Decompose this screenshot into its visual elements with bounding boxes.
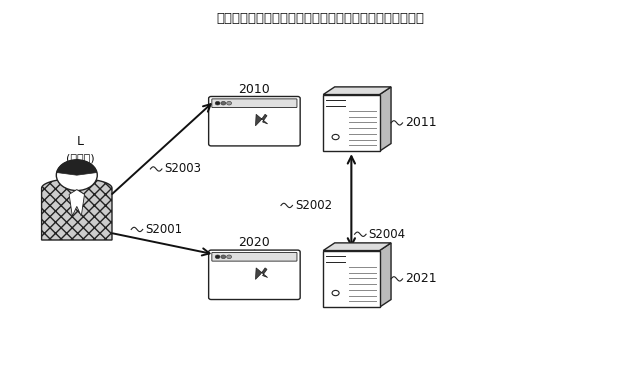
Bar	[323, 250, 380, 307]
Polygon shape	[323, 243, 391, 251]
Text: 2020: 2020	[239, 236, 270, 249]
Circle shape	[56, 160, 97, 190]
Text: S2002: S2002	[295, 199, 332, 212]
Text: S2001: S2001	[145, 223, 182, 236]
FancyBboxPatch shape	[212, 253, 297, 261]
Polygon shape	[255, 268, 268, 280]
FancyBboxPatch shape	[209, 250, 300, 300]
FancyBboxPatch shape	[209, 96, 300, 146]
Circle shape	[332, 290, 339, 296]
Text: S2004: S2004	[369, 228, 406, 241]
Circle shape	[215, 255, 220, 259]
Bar	[323, 94, 380, 151]
Polygon shape	[42, 179, 112, 240]
Text: L: L	[77, 135, 83, 148]
FancyBboxPatch shape	[212, 99, 297, 108]
Circle shape	[227, 255, 232, 259]
Wedge shape	[56, 160, 97, 175]
Text: 従来技術による利用者の権限の代理認証の例を説明する図: 従来技術による利用者の権限の代理認証の例を説明する図	[216, 12, 424, 25]
Polygon shape	[380, 243, 391, 307]
Text: 2021: 2021	[405, 272, 436, 285]
Circle shape	[215, 101, 220, 105]
Text: S2003: S2003	[164, 162, 202, 175]
Polygon shape	[255, 114, 268, 126]
Circle shape	[332, 134, 339, 140]
Polygon shape	[380, 87, 391, 151]
Text: 2011: 2011	[405, 116, 436, 129]
Circle shape	[221, 101, 226, 105]
Polygon shape	[323, 87, 391, 94]
Text: 2010: 2010	[239, 83, 270, 96]
Circle shape	[227, 101, 232, 105]
Text: (利用者): (利用者)	[66, 152, 94, 163]
Circle shape	[221, 255, 226, 259]
Polygon shape	[69, 190, 84, 216]
